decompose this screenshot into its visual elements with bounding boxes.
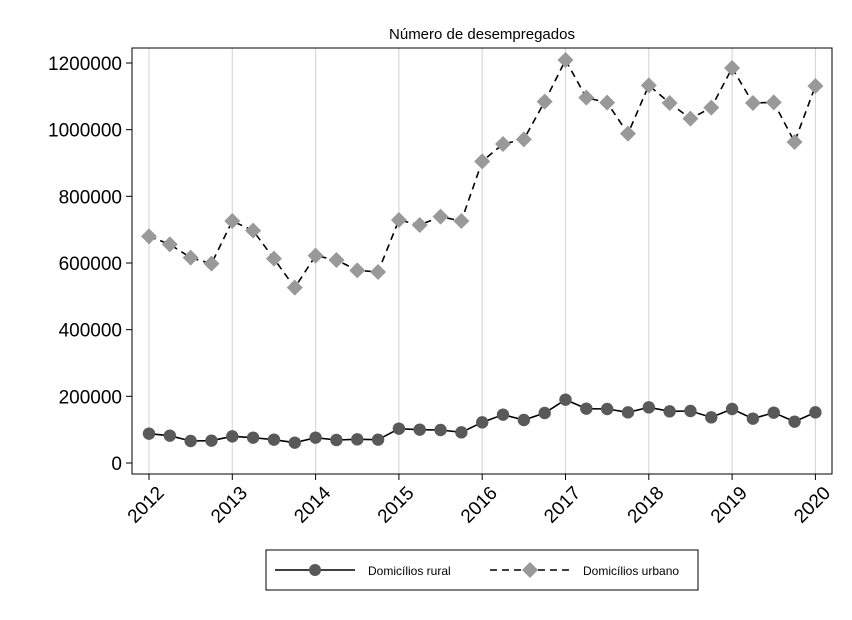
series-rural-point <box>746 412 760 425</box>
series-rural-point <box>371 433 385 446</box>
series-rural-point <box>246 431 260 444</box>
series-rural-point <box>538 406 551 420</box>
series-urban-point <box>807 78 824 94</box>
series-rural-point <box>642 401 655 414</box>
series-rural-point <box>621 406 635 419</box>
legend-urban-marker <box>522 562 538 578</box>
series-urban-point <box>370 264 387 280</box>
series-rural-point <box>163 429 177 442</box>
y-tick-label-600000: 600000 <box>59 254 122 275</box>
series-rural-point <box>559 393 572 406</box>
series-rural-point <box>434 423 447 437</box>
series-urban-point <box>349 262 366 279</box>
series-urban-point <box>661 95 678 111</box>
series-urban-point <box>474 153 491 170</box>
series-urban-point <box>536 93 553 110</box>
y-tick-label-1000000: 1000000 <box>48 121 122 142</box>
series-rural-point <box>496 408 510 421</box>
series-urban-point <box>161 236 178 253</box>
series-urban-point <box>619 125 636 142</box>
y-tick-label-0: 0 <box>111 454 122 475</box>
y-tick-label-800000: 800000 <box>59 187 122 208</box>
series-rural-point <box>205 434 218 447</box>
series-rural-point <box>476 416 489 429</box>
series-rural-point <box>184 434 197 448</box>
series-rural-point <box>226 430 239 443</box>
series-rural-point <box>142 427 156 440</box>
series-urban-point <box>286 279 303 296</box>
series-layer <box>141 52 824 449</box>
series-urban-point <box>224 213 241 229</box>
series-rural-point <box>351 433 364 446</box>
series-urban-point <box>182 249 199 266</box>
series-urban-point <box>245 222 262 239</box>
series-urban-point <box>411 217 428 233</box>
series-urban-point <box>432 208 449 225</box>
series-urban-point <box>786 134 803 150</box>
grid-lines <box>148 48 817 474</box>
series-urban-point <box>141 228 157 245</box>
series-urban-point <box>557 52 574 68</box>
series-urban-point <box>307 247 324 264</box>
series-urban-point <box>515 131 532 148</box>
series-urban-point <box>640 77 657 94</box>
legend-urban-label: Domicílios urbano <box>583 564 679 578</box>
y-tick-label-400000: 400000 <box>59 321 122 342</box>
series-urban-point <box>599 94 616 111</box>
series-urban-point <box>390 212 407 228</box>
series-urban-point <box>703 99 720 116</box>
series-rural-point <box>517 413 531 427</box>
series-rural-point <box>725 402 739 416</box>
series-urban-point <box>744 95 761 111</box>
y-tick-label-200000: 200000 <box>59 387 122 408</box>
series-urban-point <box>495 136 512 152</box>
series-urban-point <box>265 250 282 267</box>
legend: Domicílios rural Domicílios urbano <box>265 549 699 591</box>
series-urban-point <box>724 60 741 76</box>
series-urban-point <box>203 255 220 272</box>
series-rural-point <box>809 406 822 419</box>
legend-rural-marker <box>309 564 321 576</box>
series-rural-point <box>663 405 676 418</box>
series-rural-point <box>288 436 301 449</box>
series-rural-point <box>580 402 593 415</box>
series-urban-point <box>682 110 699 127</box>
legend-rural-label: Domicílios rural <box>368 564 451 578</box>
series-urban-point <box>328 252 345 268</box>
series-rural-point <box>767 406 780 419</box>
series-rural-point <box>330 433 343 447</box>
series-rural-point <box>413 423 426 436</box>
y-tick-label-1200000: 1200000 <box>48 54 122 75</box>
series-rural-point <box>788 415 801 428</box>
series-urban-point <box>453 213 470 229</box>
chart-title: Número de desempregados <box>389 26 575 43</box>
series-rural-point <box>309 431 322 444</box>
series-urban-point <box>765 94 782 111</box>
series-urban-point <box>578 89 595 106</box>
series-rural-point <box>455 426 468 439</box>
series-rural-point <box>600 402 614 416</box>
series-rural-point <box>392 422 406 435</box>
series-rural-point <box>267 433 281 446</box>
series-rural-point <box>705 411 718 424</box>
series-rural-point <box>684 404 697 418</box>
